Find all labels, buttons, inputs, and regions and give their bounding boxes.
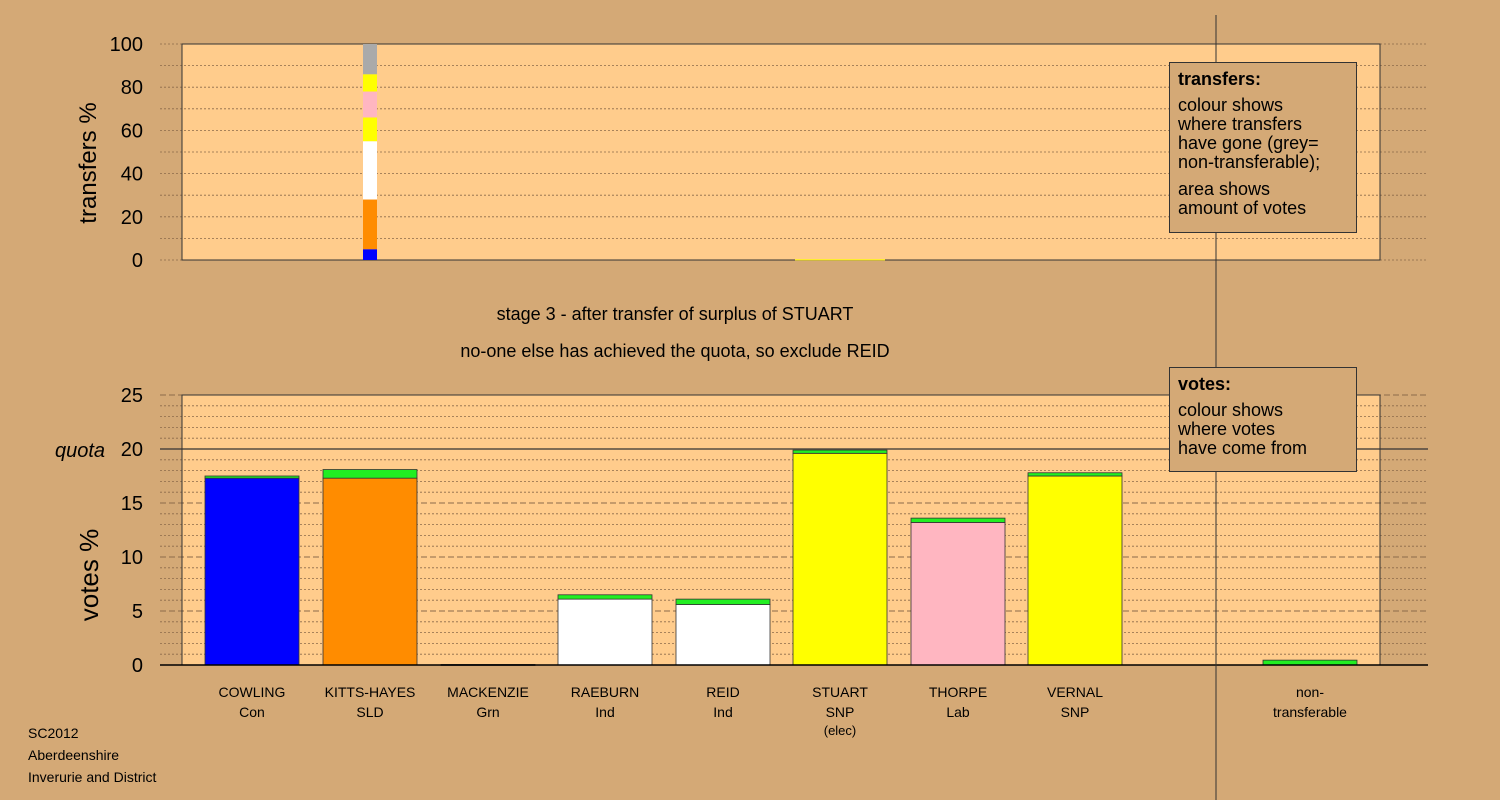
candidate-party: Con — [239, 704, 265, 720]
transfers-y-tick: 80 — [121, 77, 143, 99]
transfer-segment — [363, 44, 377, 75]
votes-y-tick: 25 — [121, 385, 143, 407]
candidate-name: COWLING — [219, 684, 286, 700]
votes-legend-line: have come from — [1178, 438, 1308, 458]
footer: SC2012 Aberdeenshire Inverurie and Distr… — [28, 722, 156, 788]
candidate-name: THORPE — [929, 684, 987, 700]
candidate-party: Grn — [476, 704, 499, 720]
vote-segment — [1027, 475, 1123, 666]
candidate-party: SLD — [356, 704, 383, 720]
transfers-legend-title: transfers: — [1178, 69, 1262, 89]
vote-segment — [1027, 472, 1123, 477]
votes-y-tick: 20 — [121, 439, 143, 461]
vote-segment — [675, 598, 771, 605]
vote-segment — [557, 594, 653, 600]
votes-y-tick: 0 — [132, 655, 143, 677]
nontransferable-label: non- — [1296, 684, 1324, 700]
vote-segment — [557, 598, 653, 666]
transfers-y-axis-label: transfers % — [75, 102, 102, 223]
nontransferable-label: transferable — [1273, 704, 1347, 720]
candidate-name: REID — [706, 684, 739, 700]
votes-legend-line: where votes — [1178, 419, 1276, 439]
candidate-party: Ind — [595, 704, 614, 720]
footer-line: SC2012 — [28, 725, 79, 741]
transfer-segment — [363, 141, 377, 200]
vote-segment — [322, 477, 418, 666]
transfers-legend: transfers: colour shows where transfers … — [1169, 62, 1357, 233]
votes-legend: votes: colour shows where votes have com… — [1169, 367, 1357, 472]
transfer-segment — [363, 117, 377, 142]
candidate-note: (elec) — [824, 723, 857, 738]
transfer-segment — [363, 199, 377, 250]
candidate-name: KITTS-HAYES — [325, 684, 416, 700]
transfers-y-tick: 20 — [121, 207, 143, 229]
transfers-legend-line: colour shows — [1178, 95, 1284, 115]
stage-subtitle: no-one else has achieved the quota, so e… — [460, 341, 889, 361]
candidate-name: VERNAL — [1047, 684, 1103, 700]
transfers-legend-line: area shows — [1178, 179, 1271, 199]
transfers-legend-line: amount of votes — [1178, 198, 1307, 218]
transfer-segment — [363, 74, 377, 92]
candidate-name: MACKENZIE — [447, 684, 529, 700]
transfers-y-tick: 40 — [121, 164, 143, 186]
candidate-party: Ind — [713, 704, 732, 720]
vote-segment — [204, 477, 300, 666]
transfers-legend-line: where transfers — [1178, 114, 1303, 134]
candidate-party: SNP — [1061, 704, 1090, 720]
candidate-party: Lab — [946, 704, 970, 720]
candidate-party: SNP — [826, 704, 855, 720]
transfers-legend-line: have gone (grey= — [1178, 133, 1319, 153]
vote-segment — [204, 475, 300, 479]
votes-y-axis-label: votes % — [74, 529, 104, 622]
vote-segment — [675, 604, 771, 666]
vote-segment — [910, 517, 1006, 523]
votes-y-tick: 15 — [121, 493, 143, 515]
transfers-y-tick: 0 — [132, 250, 143, 272]
transfers-y-tick: 60 — [121, 120, 143, 142]
votes-y-tick: 5 — [132, 601, 143, 623]
candidate-name: RAEBURN — [571, 684, 639, 700]
transfers-y-tick: 100 — [110, 34, 143, 56]
vote-segment — [792, 452, 888, 666]
transfers-plot-frame — [181, 43, 1381, 261]
footer-line: Aberdeenshire — [28, 747, 120, 763]
vote-segment — [910, 522, 1006, 666]
transfers-legend-line: non-transferable); — [1178, 152, 1321, 172]
transfer-segment — [795, 259, 885, 261]
vote-segment — [792, 449, 888, 454]
footer-line: Inverurie and District — [28, 769, 157, 785]
transfer-segment — [363, 249, 377, 260]
vote-segment — [322, 469, 418, 479]
votes-y-tick: 10 — [121, 547, 143, 569]
votes-legend-line: colour shows — [1178, 400, 1284, 420]
votes-legend-title: votes: — [1178, 374, 1232, 394]
transfer-segment — [363, 91, 377, 118]
stage-title: stage 3 - after transfer of surplus of S… — [497, 304, 854, 324]
candidate-name: STUART — [812, 684, 868, 700]
quota-label: quota — [55, 440, 105, 462]
